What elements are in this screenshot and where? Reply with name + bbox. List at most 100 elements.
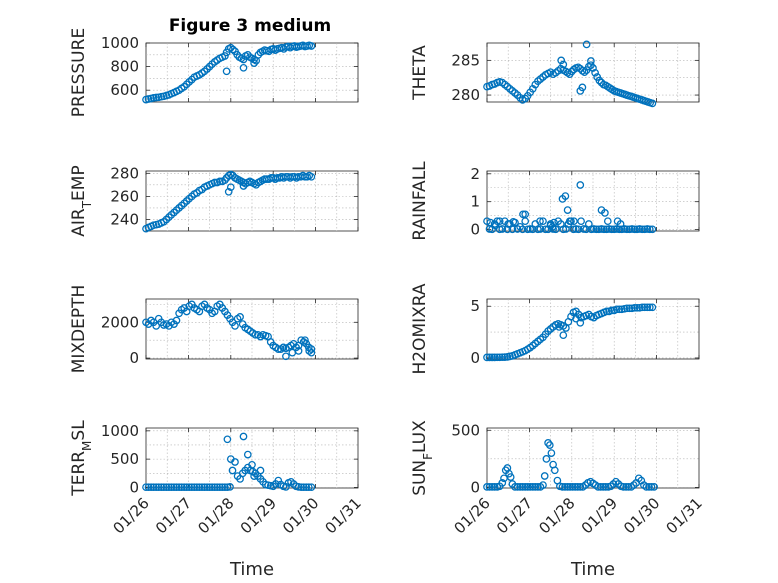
data-point — [576, 483, 585, 491]
x-tick-label: 01/26 — [110, 494, 153, 537]
y-tick-label: 600 — [110, 81, 139, 99]
data-point — [580, 68, 589, 77]
data-point — [215, 177, 224, 186]
data-point — [542, 455, 551, 463]
data-point — [299, 483, 308, 492]
data-point — [221, 483, 229, 492]
x-tick-label: 01/30 — [620, 494, 663, 537]
y-tick-label: 500 — [110, 450, 139, 468]
data-point — [274, 345, 283, 353]
data-point — [307, 483, 316, 492]
y-axis-label: AIRTEMP — [69, 165, 94, 236]
data-point — [226, 483, 234, 491]
x-tick-label: 01/27 — [493, 494, 536, 537]
y-axis-label: H2OMIXRA — [410, 283, 430, 374]
data-point — [648, 303, 657, 312]
data-point — [528, 483, 537, 491]
data-point — [488, 353, 496, 362]
data-point — [563, 206, 572, 214]
data-point — [601, 209, 609, 217]
data-point — [203, 483, 211, 492]
data-point — [187, 483, 196, 492]
x-tick-label: 01/31 — [663, 494, 706, 537]
data-point — [536, 217, 544, 226]
data-point — [208, 483, 216, 492]
data-point — [500, 353, 509, 361]
data-point — [307, 348, 316, 357]
data-point — [561, 192, 570, 200]
data-point — [304, 483, 313, 492]
data-point — [531, 483, 540, 491]
data-point — [574, 225, 583, 234]
data-point — [561, 483, 569, 491]
data-point — [534, 483, 542, 491]
data-point — [594, 483, 602, 491]
chart-title: Figure 3 medium — [169, 16, 331, 36]
y-tick-label: 0 — [470, 478, 480, 496]
data-point — [297, 483, 306, 492]
data-point — [595, 225, 603, 234]
data-point — [624, 483, 633, 491]
data-point — [256, 466, 265, 475]
data-point — [617, 225, 626, 234]
data-point — [615, 225, 624, 234]
y-tick-label: 285 — [451, 51, 480, 69]
data-point — [563, 483, 572, 491]
data-point — [539, 217, 547, 226]
data-point — [294, 483, 303, 491]
data-point — [616, 220, 625, 228]
data-point — [648, 99, 657, 108]
data-point — [582, 40, 591, 49]
data-point — [210, 178, 219, 187]
data-point — [573, 483, 582, 491]
data-point — [628, 225, 636, 233]
data-point — [519, 210, 527, 219]
data-point — [307, 345, 316, 353]
data-point — [541, 225, 550, 234]
data-point — [229, 45, 237, 54]
data-point — [488, 483, 496, 491]
data-point — [251, 330, 260, 339]
data-point — [213, 483, 222, 492]
data-point — [645, 225, 654, 234]
data-point — [239, 63, 248, 72]
data-point — [485, 483, 494, 491]
data-point — [592, 225, 601, 234]
data-point — [603, 217, 612, 226]
data-point — [635, 225, 644, 233]
data-point — [612, 305, 621, 314]
data-point — [625, 304, 634, 313]
subplot-7: 0 500 1000 01/26 01/27 01/28 01/29 01/30 01/31 Ti… — [69, 420, 365, 580]
data-point — [648, 225, 657, 234]
y-tick-label: 240 — [110, 210, 139, 228]
data-point — [205, 483, 214, 492]
data-point — [493, 353, 502, 362]
data-point — [547, 449, 556, 457]
data-point — [305, 347, 314, 355]
data-point — [495, 225, 504, 234]
data-point — [516, 483, 524, 491]
x-tick-label: 01/28 — [535, 494, 578, 537]
data-point — [239, 182, 248, 190]
y-axis-label: PRESSURE — [69, 28, 89, 117]
y-axis-label: THETA — [410, 45, 430, 101]
y-tick-label: 0 — [129, 478, 139, 496]
data-point — [495, 217, 504, 226]
data-point — [142, 483, 150, 492]
data-point — [570, 217, 578, 226]
data-point — [559, 331, 568, 340]
data-point — [243, 450, 252, 459]
data-point — [566, 483, 574, 491]
data-point — [147, 483, 155, 492]
data-point — [526, 483, 535, 491]
data-point — [587, 57, 595, 65]
y-tick-label: 2 — [470, 165, 480, 183]
data-point — [250, 472, 258, 480]
data-point — [508, 225, 517, 234]
data-point — [571, 483, 580, 491]
data-point — [222, 67, 231, 76]
data-point — [605, 225, 613, 233]
data-point — [572, 314, 580, 323]
